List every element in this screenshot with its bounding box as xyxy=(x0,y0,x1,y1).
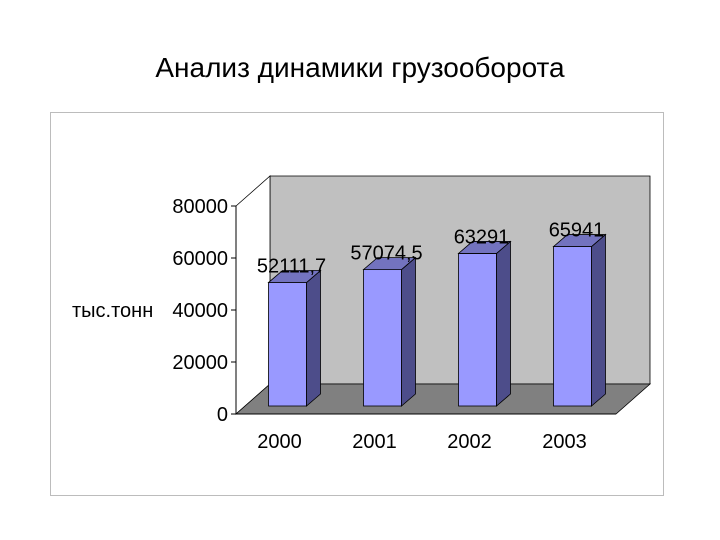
data-labels: 52111,7 57074,5 63291 65941 xyxy=(257,220,604,278)
x-tick-label: 2000 xyxy=(257,431,302,453)
x-tick-labels: 2000 2001 2002 2003 xyxy=(257,431,587,453)
bar-front xyxy=(458,253,497,407)
x-tick-label: 2001 xyxy=(352,431,397,453)
bar-side xyxy=(401,256,416,407)
y-tick-labels: 0 20000 40000 60000 80000 xyxy=(172,196,228,426)
bar-top xyxy=(457,241,512,254)
bar xyxy=(552,233,607,407)
bar-front xyxy=(268,282,307,407)
bar-front xyxy=(553,246,592,407)
bar-top xyxy=(552,234,607,247)
y-tick-label: 60000 xyxy=(172,248,228,270)
bar-side xyxy=(496,240,511,407)
side-wall xyxy=(235,175,271,415)
bar-side xyxy=(306,269,321,407)
bar-top xyxy=(362,257,417,271)
bar xyxy=(267,269,322,407)
data-label: 57074,5 xyxy=(350,243,422,265)
x-tick-label: 2003 xyxy=(542,431,587,453)
data-label: 52111,7 xyxy=(257,256,326,278)
bar xyxy=(457,240,512,407)
y-tick-label: 20000 xyxy=(172,352,228,374)
chart-bars xyxy=(267,233,607,407)
y-tick-label: 0 xyxy=(217,404,228,426)
bar-front xyxy=(363,269,402,407)
y-tick-label: 80000 xyxy=(172,196,228,218)
bar-side xyxy=(591,233,606,407)
page-title: Анализ динамики грузооборота xyxy=(155,52,565,83)
y-axis-label: тыс.тонн xyxy=(72,300,153,322)
data-label: 65941 xyxy=(549,220,605,242)
x-tick-label: 2002 xyxy=(447,431,492,453)
bar xyxy=(362,256,417,407)
bar-top xyxy=(267,270,322,283)
y-tick-label: 40000 xyxy=(172,300,228,322)
data-label: 63291 xyxy=(454,226,510,248)
